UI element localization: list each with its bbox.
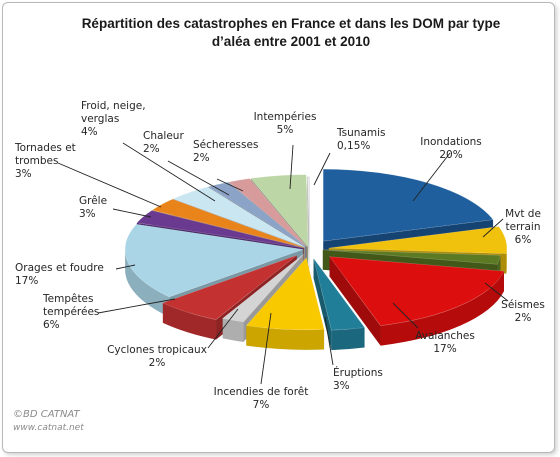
chart-frame: Répartition des catastrophes en France e… [2, 2, 555, 453]
data-label-cyclones-tropicaux-0: Cyclones tropicaux [107, 344, 207, 356]
data-label-mvt-de-2: 6% [515, 234, 532, 246]
leader-line-tornades-et [57, 162, 162, 208]
slice-eruptions [313, 258, 366, 351]
data-label-tsunamis-0: Tsunamis [336, 127, 386, 139]
leader-line-orages-et-foudre [115, 264, 136, 270]
leader-line-eruptions [324, 316, 334, 366]
data-label-intemperies-0: Intempéries [254, 111, 317, 123]
data-label-grele-1: 3% [79, 208, 96, 220]
leader-line-inondations [412, 152, 451, 202]
data-label-tornades-et-2: 3% [15, 168, 32, 180]
data-label-tornades-et-0: Tornades et [14, 142, 76, 154]
data-label-eruptions-0: Éruptions [333, 366, 383, 379]
data-label-tornades-et-1: trombes [15, 155, 58, 167]
data-label-seismes-0: Séismes [501, 299, 545, 311]
data-label-avalanches-1: 17% [433, 343, 456, 355]
slice-tsunamis [307, 176, 310, 270]
leader-line-froid-neige [122, 142, 216, 202]
leader-line-incendies-de-foret [260, 312, 272, 385]
data-label-intemperies-1: 5% [277, 124, 294, 136]
leader-line-grele [112, 208, 152, 218]
leader-line-mvt-de [482, 218, 504, 238]
data-label-tsunamis-1: 0,15% [337, 140, 370, 152]
chart-title-line-1: Répartition des catastrophes en France e… [82, 16, 501, 31]
leader-line-chaleur [167, 160, 230, 196]
data-label-orages-et-foudre-0: Orages et foudre [15, 262, 104, 274]
leader-line-seismes [484, 282, 509, 302]
data-label-mvt-de-0: Mvt de [505, 208, 541, 220]
leader-line-cyclones-tropicaux [207, 308, 239, 349]
data-label-chaleur-0: Chaleur [143, 130, 184, 142]
data-label-orages-et-foudre-1: 17% [15, 275, 38, 287]
slice-incendies-de-foret [245, 257, 325, 350]
data-label-inondations-0: Inondations [420, 136, 482, 148]
data-label-tempetes-2: 6% [43, 319, 60, 331]
data-label-grele-0: Grêle [79, 195, 107, 207]
data-label-avalanches-0: Avalanches [415, 330, 475, 342]
data-label-cyclones-tropicaux-1: 2% [149, 357, 166, 369]
leader-line-tempetes [97, 298, 176, 314]
data-label-chaleur-1: 2% [143, 143, 160, 155]
data-label-seismes-1: 2% [515, 312, 532, 324]
data-label-froid-neige-2: 4% [81, 126, 98, 138]
data-label-secheresses-1: 2% [193, 152, 210, 164]
data-label-mvt-de-1: terrain [505, 221, 540, 233]
leader-line-intemperies [289, 144, 294, 190]
data-label-secheresses-0: Sécheresses [193, 139, 258, 151]
data-label-tempetes-0: Tempêtes [42, 293, 94, 305]
leader-line-tsunamis [313, 152, 331, 186]
data-label-froid-neige-0: Froid, neige, [81, 100, 146, 112]
source-credit: ©BD CATNAT [13, 409, 81, 420]
leader-line-avalanches [392, 302, 419, 329]
data-label-incendies-de-foret-1: 7% [253, 399, 270, 411]
chart-title-line-2: d’aléa entre 2001 et 2010 [212, 34, 370, 49]
source-url: www.catnat.net [13, 423, 84, 433]
data-label-froid-neige-1: verglas [81, 113, 119, 125]
pie-chart: Répartition des catastrophes en France e… [13, 16, 545, 433]
slice-avalanches [329, 256, 505, 346]
data-label-incendies-de-foret-0: Incendies de forêt [214, 386, 309, 398]
data-label-eruptions-1: 3% [333, 380, 350, 392]
data-label-inondations-1: 20% [439, 149, 462, 161]
leader-line-secheresses [216, 178, 244, 192]
data-label-tempetes-1: tempérées [43, 306, 99, 318]
